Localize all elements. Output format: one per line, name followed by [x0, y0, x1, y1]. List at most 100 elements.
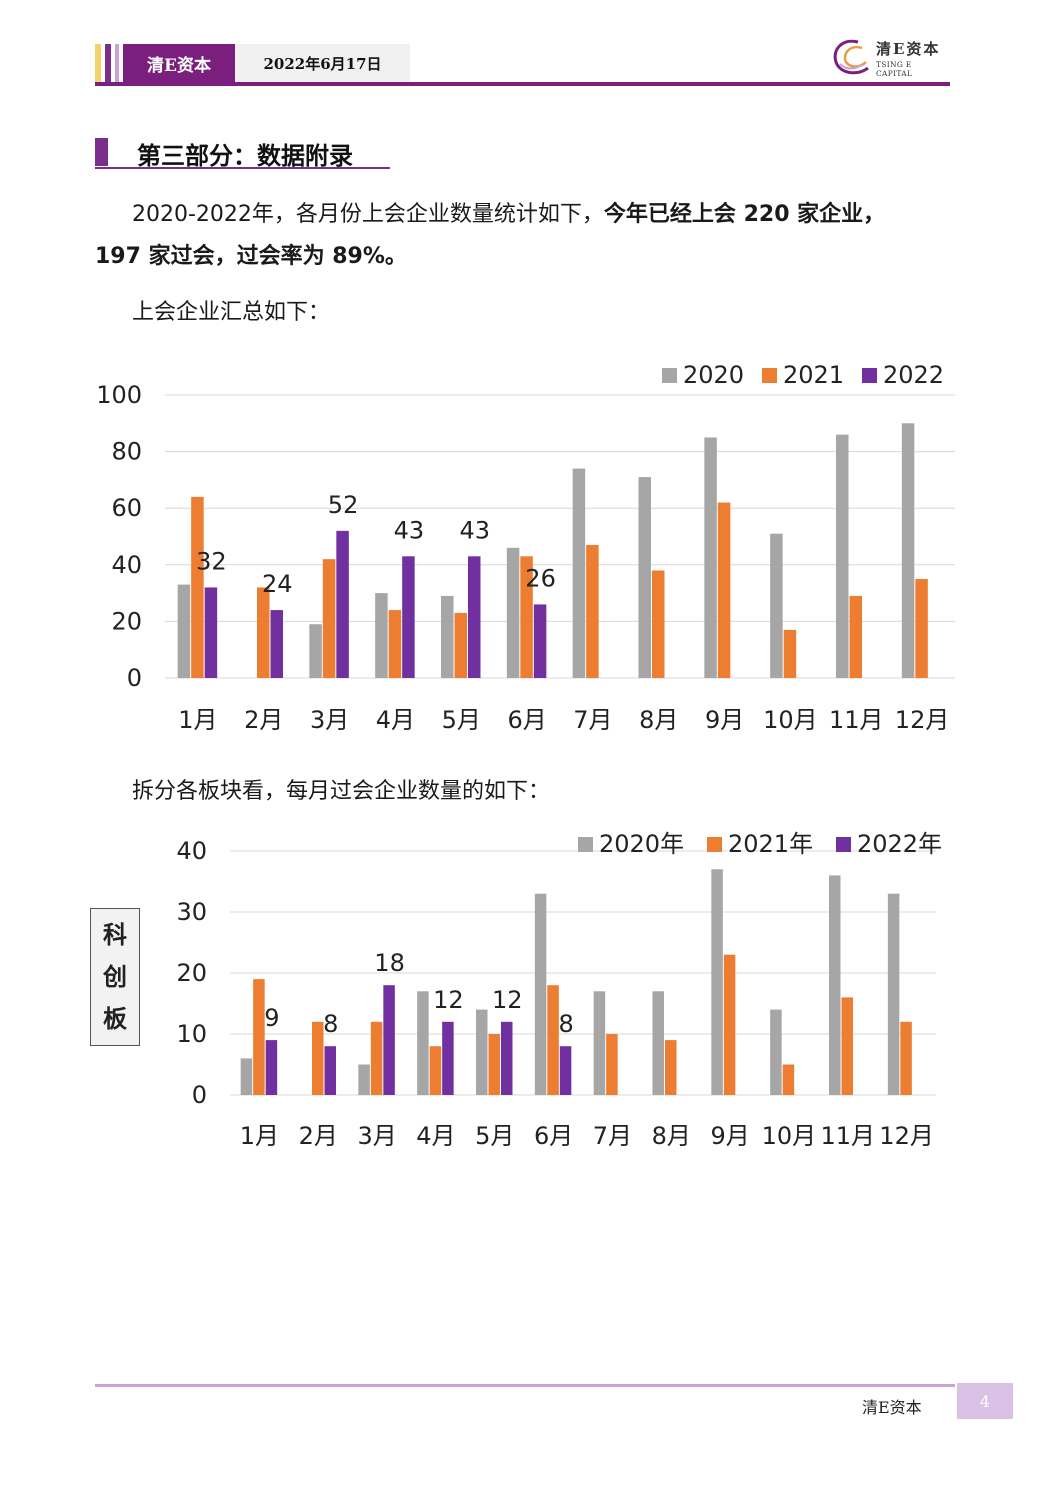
x-tick-label: 11月: [829, 706, 884, 734]
y-tick-label: 0: [192, 1081, 207, 1109]
y-tick-label: 10: [176, 1020, 207, 1048]
bar-2021: [388, 610, 402, 678]
data-label: 12: [433, 986, 464, 1014]
x-tick-label: 1月: [178, 706, 217, 734]
bar-2022年: [442, 1021, 454, 1095]
bar-2020年: [887, 893, 900, 1095]
bar-2021年: [429, 1046, 442, 1095]
x-tick-label: 4月: [416, 1122, 455, 1150]
bar-2020年: [829, 875, 841, 1095]
y-tick-label: 60: [111, 494, 142, 522]
footer-brand: 清E资本: [862, 1398, 922, 1417]
bar-2022: [204, 587, 218, 678]
bar-2020年: [534, 893, 547, 1095]
y-tick-label: 80: [111, 438, 142, 466]
section-heading: 第三部分：数据附录: [95, 136, 390, 170]
bar-2021: [783, 629, 797, 678]
header-rule: [95, 82, 950, 86]
bar-2021年: [253, 979, 265, 1095]
data-label: 8: [558, 1010, 573, 1038]
intro-highlight-2: 197 家过会，过会率为 89%。: [95, 244, 407, 269]
bar-2022年: [324, 1046, 336, 1095]
bar-2020年: [417, 991, 429, 1095]
bar-2021: [586, 544, 599, 678]
bar-2021年: [723, 954, 736, 1095]
x-tick-label: 3月: [310, 706, 349, 734]
legend-swatch: [762, 368, 777, 383]
data-label: 26: [525, 564, 556, 592]
x-tick-label: 3月: [357, 1122, 396, 1150]
data-label: 24: [262, 570, 293, 598]
y-tick-label: 40: [111, 551, 142, 579]
bar-2021: [257, 587, 270, 678]
x-tick-label: 12月: [895, 706, 950, 734]
y-tick-label: 0: [127, 664, 142, 692]
bar-2021年: [547, 985, 559, 1095]
bar-2021: [322, 559, 336, 678]
bar-2021年: [665, 1040, 677, 1095]
data-label: 43: [459, 516, 490, 544]
legend-label: 2022: [883, 361, 944, 389]
bar-2020: [177, 584, 191, 678]
legend-swatch: [862, 368, 877, 383]
legend-swatch: [707, 837, 722, 852]
intro-highlight-1: 今年已经上会 220 家企业，: [603, 202, 886, 227]
bar-2021年: [782, 1064, 795, 1095]
intro-text: 2020-2022年，各月份上会企业数量统计如下，: [132, 202, 604, 227]
data-label: 18: [374, 949, 405, 977]
section-underline: [95, 167, 390, 169]
bar-2022年: [501, 1021, 513, 1095]
y-tick-label: 40: [176, 837, 207, 865]
x-tick-label: 8月: [652, 1122, 691, 1150]
x-tick-label: 12月: [879, 1122, 934, 1150]
legend-swatch: [836, 837, 851, 852]
bar-2021: [191, 496, 204, 678]
bar-2021: [454, 612, 467, 678]
bar-2020年: [652, 991, 664, 1095]
header-date: 2022年6月17日: [235, 44, 410, 82]
bar-2021: [520, 556, 533, 678]
y-tick-label: 20: [176, 959, 207, 987]
header-brand: 清E资本: [123, 44, 235, 82]
header-accent-lilac: [115, 44, 119, 82]
bar-2020: [770, 533, 783, 678]
x-tick-label: 5月: [475, 1122, 514, 1150]
bar-2020: [572, 468, 586, 678]
board-label-char-1: 科: [103, 921, 127, 949]
section-title: 第三部分：数据附录: [137, 142, 353, 170]
x-tick-label: 6月: [507, 706, 546, 734]
board-label-char-3: 板: [103, 1005, 127, 1033]
header-accent-purple: [105, 44, 111, 82]
bar-2020年: [711, 869, 723, 1095]
legend-label: 2020: [683, 361, 744, 389]
logo-swirl-icon: [833, 39, 869, 75]
bar-2022: [468, 556, 481, 678]
board-label-box: 科 创 板: [90, 908, 140, 1046]
summary-label: 上会企业汇总如下：: [132, 300, 331, 325]
bar-2022: [533, 604, 547, 678]
x-tick-label: 10月: [763, 706, 818, 734]
y-tick-label: 20: [111, 607, 142, 635]
y-tick-label: 30: [176, 898, 207, 926]
x-tick-label: 8月: [639, 706, 678, 734]
bar-2021年: [606, 1034, 618, 1095]
intro-paragraph-line1: 2020-2022年，各月份上会企业数量统计如下，今年已经上会 220 家企业，: [132, 196, 885, 228]
bar-2020年: [593, 991, 606, 1095]
legend-label: 2022年: [857, 830, 942, 858]
bar-2020: [836, 434, 849, 678]
bar-2021年: [312, 1021, 324, 1095]
bar-2021年: [488, 1034, 500, 1095]
legend-label: 2021年: [728, 830, 813, 858]
bar-2020: [704, 437, 717, 678]
legend-swatch: [578, 837, 593, 852]
x-tick-label: 9月: [710, 1122, 749, 1150]
bar-2020: [506, 547, 520, 678]
data-label: 8: [323, 1010, 338, 1038]
bar-2021: [652, 570, 665, 678]
bar-2022: [270, 610, 283, 678]
x-tick-label: 7月: [593, 1122, 632, 1150]
data-label: 43: [394, 516, 425, 544]
bar-2020年: [240, 1058, 253, 1095]
x-tick-label: 10月: [762, 1122, 817, 1150]
